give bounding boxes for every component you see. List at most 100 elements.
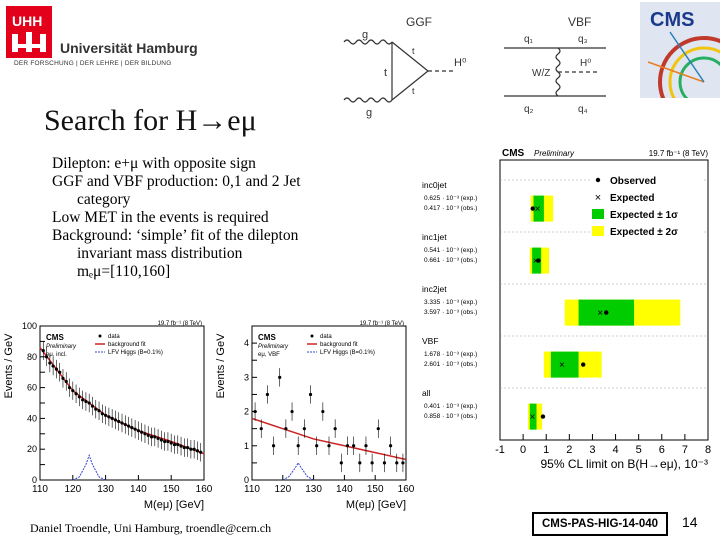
data-point [140, 431, 143, 434]
legend-entry: Expected ± 2σ [610, 227, 678, 238]
data-point [327, 444, 330, 447]
data-point [74, 392, 77, 395]
legend-entry: Expected [610, 193, 654, 204]
legend-marker-1sigma [592, 209, 604, 219]
data-point [395, 461, 398, 464]
observed-marker [531, 206, 535, 210]
data-point [284, 427, 287, 430]
chart-subtitle: Preliminary [534, 149, 575, 158]
x-tick-label: 130 [305, 484, 322, 495]
data-point [42, 349, 45, 352]
y-tick-label: 2 [244, 407, 249, 417]
data-point [163, 440, 166, 443]
data-point [124, 423, 127, 426]
data-point [321, 410, 324, 413]
data-point [309, 393, 312, 396]
x-tick-label: 140 [130, 484, 147, 495]
feynman-diagrams: GGF VBF g g t t t H⁰ q₁ q₃ q₂ q₄ W/Z H⁰ [336, 12, 636, 124]
legend-marker-data [311, 335, 314, 338]
data-point [160, 438, 163, 441]
data-point [97, 409, 100, 412]
data-point [189, 448, 192, 451]
bullet-item: Background: ‘simple’ fit of the dilepton [52, 227, 352, 245]
x-axis-label: M(eμ) [GeV] [346, 499, 406, 511]
vbf-q2: q₂ [524, 104, 534, 115]
legend-marker-observed [596, 178, 600, 182]
page-number: 14 [682, 514, 698, 530]
chart-title: CMS [258, 333, 276, 342]
data-point [315, 444, 318, 447]
x-tick-label: 130 [97, 484, 114, 495]
data-point [147, 434, 150, 437]
data-point [58, 371, 61, 374]
lumi-label: 19.7 fb⁻¹ (8 TeV) [158, 321, 202, 327]
lumi-label: 19.7 fb⁻¹ (8 TeV) [649, 149, 709, 158]
x-tick-label: 7 [682, 444, 688, 456]
data-point [71, 389, 74, 392]
bullet-item: GGF and VBF production: 0,1 and 2 Jet [52, 173, 352, 191]
x-tick-label: 3 [589, 444, 595, 456]
x-tick-label: 8 [705, 444, 711, 456]
category-name: inc2jet [422, 284, 447, 294]
university-motto: DER FORSCHUNG | DER LEHRE | DER BILDUNG [14, 60, 171, 67]
vbf-q3: q₃ [578, 34, 588, 45]
x-axis-label: M(eμ) [GeV] [144, 499, 204, 511]
x-tick-label: 150 [367, 484, 384, 495]
university-name: Universität Hamburg [60, 40, 198, 56]
x-tick-label: 6 [659, 444, 665, 456]
x-tick-label: 1 [543, 444, 549, 456]
vbf-boson: W/Z [532, 68, 550, 79]
category-name: all [422, 388, 431, 398]
reference-box: CMS-PAS-HIG-14-040 [532, 512, 668, 536]
data-point [377, 427, 380, 430]
y-axis-label: Events / GeV [215, 333, 227, 398]
cms-logo-text: CMS [650, 9, 694, 31]
ggf-diagram [344, 40, 456, 102]
legend-entry: data [320, 334, 332, 340]
vbf-higgs: H⁰ [580, 58, 591, 69]
expected-marker: × [529, 412, 535, 423]
data-point [260, 427, 263, 430]
category-obs-label: 0.417 · 10⁻³ (obs.) [424, 205, 477, 212]
data-point [78, 395, 81, 398]
data-point [272, 444, 275, 447]
ggf-g-top: g [362, 29, 368, 41]
data-point [68, 386, 71, 389]
vbf-diagram [504, 48, 606, 96]
data-point [61, 377, 64, 380]
x-tick-label: -1 [495, 444, 505, 456]
data-point [156, 437, 159, 440]
x-tick-label: 120 [64, 484, 81, 495]
y-axis-label: Events / GeV [3, 333, 15, 398]
category-obs-label: 0.661 · 10⁻³ (obs.) [424, 257, 477, 264]
bullet-item: mₑμ=[110,160] [52, 263, 352, 281]
data-point [334, 427, 337, 430]
data-point [173, 443, 176, 446]
y-tick-label: 3 [244, 372, 249, 382]
legend-entry: LFV Higgs (B=0.1%) [108, 350, 163, 356]
legend-entry: LFV Higgs (B=0.1%) [320, 350, 375, 356]
data-point [65, 380, 68, 383]
data-point [364, 444, 367, 447]
bullet-item: Dilepton: e+μ with opposite sign [52, 155, 352, 173]
data-point [114, 418, 117, 421]
chart-title: CMS [46, 333, 64, 342]
y-tick-label: 20 [27, 444, 37, 454]
x-axis-label: 95% CL limit on B(H→eμ), 10⁻³ [540, 457, 708, 471]
data-point [358, 461, 361, 464]
x-tick-label: 110 [32, 484, 48, 495]
chart-title: CMS [502, 148, 525, 159]
y-tick-label: 1 [244, 441, 249, 451]
data-point [48, 361, 51, 364]
data-point [290, 410, 293, 413]
legend-entry: Observed [610, 176, 656, 187]
data-point [186, 446, 189, 449]
x-tick-label: 0 [520, 444, 526, 456]
limit-plot: CMS Preliminary 19.7 fb⁻¹ (8 TeV) -1 0 1 2 3 4 5 6… [418, 144, 718, 472]
data-point [176, 443, 179, 446]
bullet-item: category [52, 191, 352, 209]
category-exp-label: 0.541 · 10⁻³ (exp.) [424, 247, 477, 254]
slide-title: Search for H→eμ [44, 104, 257, 138]
data-point [130, 426, 133, 429]
ggf-higgs: H⁰ [454, 57, 467, 69]
